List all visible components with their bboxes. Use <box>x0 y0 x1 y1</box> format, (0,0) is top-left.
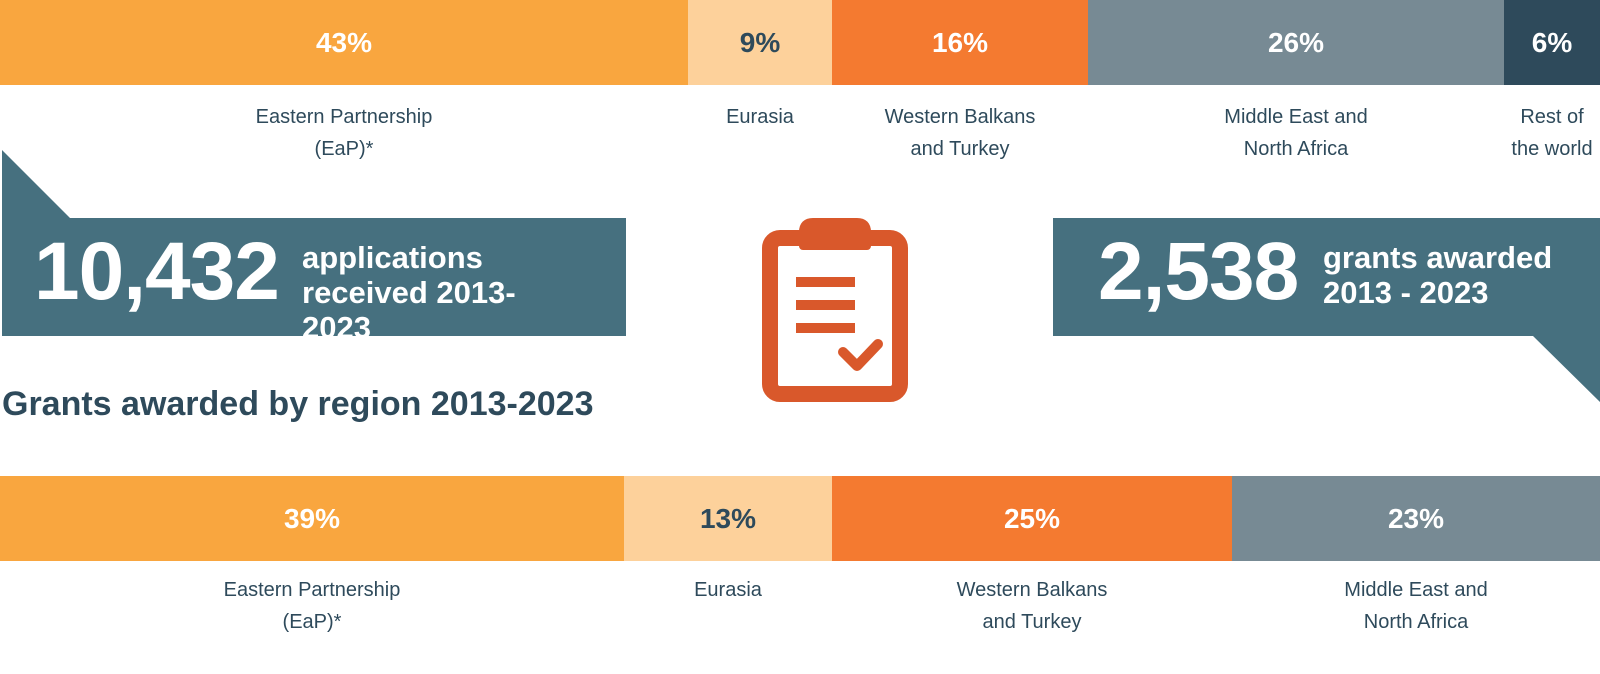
stat-number: 10,432 <box>34 226 280 317</box>
value-label: 43% <box>315 26 373 58</box>
value-label: 23% <box>1387 502 1445 534</box>
bar-segment: 13% <box>624 476 832 561</box>
category-label: Eurasia <box>694 579 762 601</box>
value-label: 25% <box>1003 502 1061 534</box>
stat-label: grants awarded 2013 - 2023 <box>1323 240 1553 310</box>
category-label: Middle East and North Africa <box>1224 106 1368 160</box>
bar-segment: 6% <box>1504 0 1600 85</box>
bar-segment: 25% <box>832 476 1232 561</box>
value-label: 16% <box>931 26 989 58</box>
stat-banner <box>1053 218 1600 402</box>
value-label: 13% <box>699 502 757 534</box>
value-label: 6% <box>1531 26 1573 58</box>
category-label: Rest of the world <box>1511 106 1593 160</box>
bar-segment: 23% <box>1232 476 1600 561</box>
value-label: 9% <box>739 26 781 58</box>
chart-title: Grants awarded by region 2013-2023 <box>2 385 594 423</box>
bar-segment: 43% <box>0 0 688 85</box>
category-label: Western Balkans and Turkey <box>884 106 1036 160</box>
stat-number: 2,538 <box>1098 226 1299 317</box>
clipboard-icon <box>762 218 908 402</box>
bar-segment: 26% <box>1088 0 1504 85</box>
value-label: 39% <box>283 502 341 534</box>
category-label: Western Balkans and Turkey <box>956 579 1108 633</box>
bar-segment: 16% <box>832 0 1088 85</box>
stat-label: applications received 2013-2023 <box>302 240 516 345</box>
value-label: 26% <box>1267 26 1325 58</box>
category-label: Middle East and North Africa <box>1344 579 1488 633</box>
bar-segment: 39% <box>0 476 624 561</box>
category-label: Eurasia <box>726 106 794 128</box>
category-label: Eastern Partnership (EaP)* <box>255 106 433 160</box>
bar-segment: 9% <box>688 0 832 85</box>
stat-banner <box>2 150 626 336</box>
category-label: Eastern Partnership (EaP)* <box>223 579 401 633</box>
